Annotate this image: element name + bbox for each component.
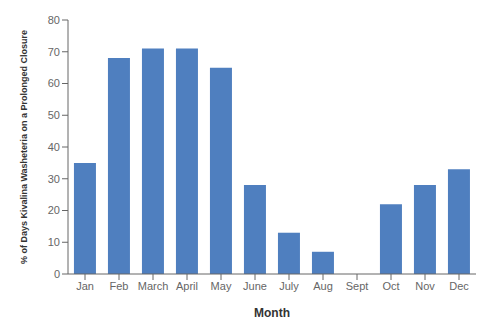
svg-text:Sept: Sept bbox=[346, 280, 369, 292]
svg-text:March: March bbox=[138, 280, 169, 292]
svg-text:80: 80 bbox=[48, 14, 60, 26]
svg-text:June: June bbox=[243, 280, 267, 292]
svg-text:Aug: Aug bbox=[313, 280, 333, 292]
svg-text:10: 10 bbox=[48, 236, 60, 248]
svg-text:Oct: Oct bbox=[382, 280, 399, 292]
svg-text:Feb: Feb bbox=[110, 280, 129, 292]
svg-text:40: 40 bbox=[48, 141, 60, 153]
svg-text:% of Days Kivalina Washeteria: % of Days Kivalina Washeteria on a Prolo… bbox=[19, 30, 29, 264]
svg-text:Dec: Dec bbox=[449, 280, 469, 292]
svg-text:60: 60 bbox=[48, 77, 60, 89]
svg-text:30: 30 bbox=[48, 173, 60, 185]
svg-text:20: 20 bbox=[48, 204, 60, 216]
svg-text:50: 50 bbox=[48, 109, 60, 121]
svg-text:Nov: Nov bbox=[415, 280, 435, 292]
svg-text:70: 70 bbox=[48, 46, 60, 58]
svg-text:0: 0 bbox=[54, 268, 60, 280]
svg-text:Jan: Jan bbox=[76, 280, 94, 292]
svg-text:July: July bbox=[279, 280, 299, 292]
svg-text:April: April bbox=[176, 280, 198, 292]
svg-text:Month: Month bbox=[254, 306, 290, 320]
svg-text:May: May bbox=[211, 280, 232, 292]
